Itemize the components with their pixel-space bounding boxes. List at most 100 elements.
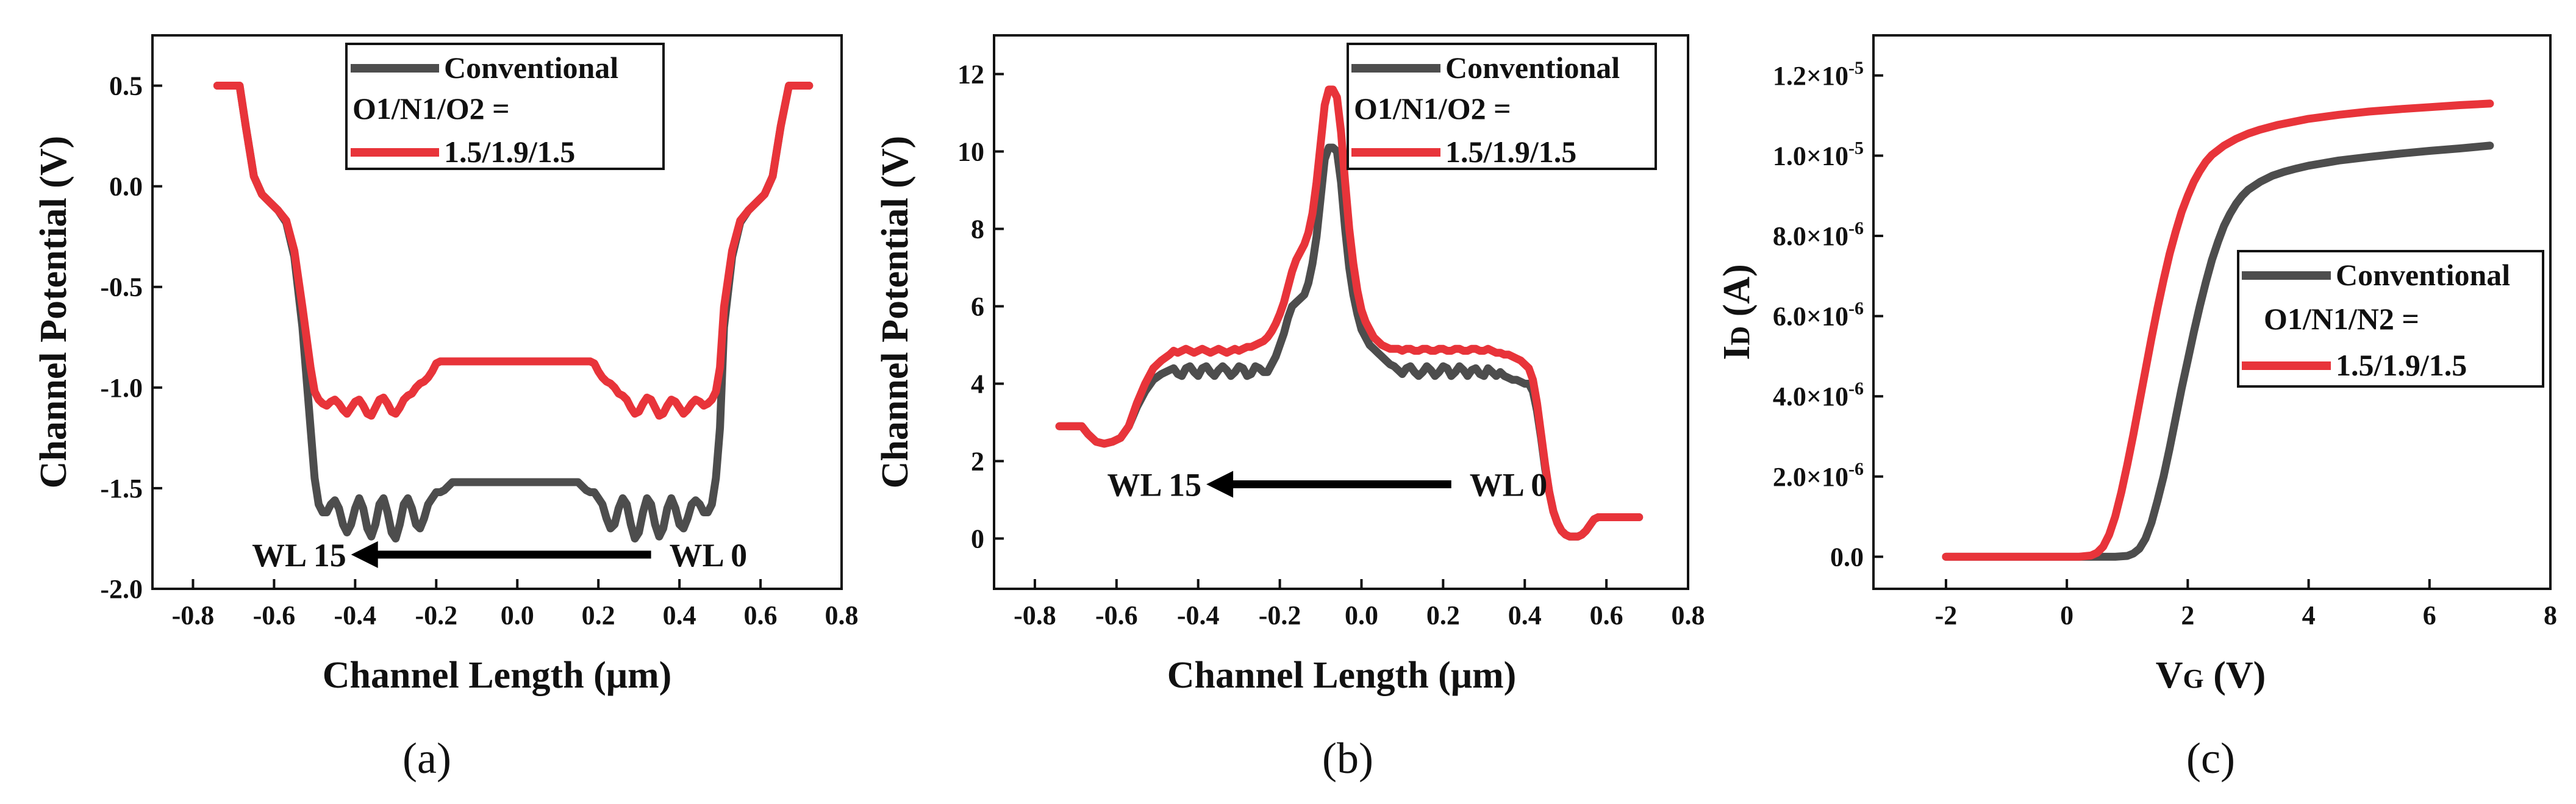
panel-a-legend-label-3: 1.5/1.9/1.5 <box>444 135 575 169</box>
panel-c-y-tick-label: 2.0×10-6 <box>1773 459 1864 492</box>
panel-b: -0.8 -0.6 -0.4 -0.2 0.0 0.2 0.4 0.6 0.8 0 2 4 6 8 10 1… <box>875 34 1705 783</box>
panel-b-y-tick-label: 4 <box>971 369 984 399</box>
panel-a-legend-label-1: Conventional <box>444 51 618 85</box>
panel-b-x-tick-label: -0.8 <box>1014 600 1056 630</box>
panel-c-y-tick-exponent: -6 <box>1848 379 1864 399</box>
panel-a-y-tick-label: 0.0 <box>109 172 143 202</box>
panel-b-legend: Conventional O1/N1/O2 = 1.5/1.9/1.5 <box>1347 43 1657 170</box>
panel-c-x-tick-label: 8 <box>2544 600 2557 630</box>
panel-a-y-tick-label: 0.5 <box>109 71 143 101</box>
panel-b-series <box>1055 85 1644 541</box>
panel-b-x-tick-label: 0.6 <box>1590 600 1623 630</box>
panel-b-x-tick-label: -0.6 <box>1095 600 1138 630</box>
panel-a-x-tick-label: 0.8 <box>825 600 859 630</box>
panel-b-x-tick-label: -0.4 <box>1177 600 1220 630</box>
panel-a-y-axis-title: Channel Potential (V) <box>33 136 74 489</box>
panel-c-x-tick-label: 4 <box>2302 600 2316 630</box>
panel-b-series-line-1 <box>1055 85 1644 541</box>
panel-a-y-tick-labels: -2.0 -1.5 -1.0 -0.5 0.0 0.5 <box>100 71 143 604</box>
panel-c-y-tick-exponent: -6 <box>1848 459 1864 479</box>
panel-c-x-title-sub: G <box>2183 664 2203 694</box>
panel-c-x-tick-label: 6 <box>2423 600 2436 630</box>
panel-c-y-tick-mantissa: 1.2×10 <box>1773 61 1848 91</box>
panel-c-legend-label-1: Conventional <box>2336 258 2510 292</box>
panel-a-y-tick-label: -2.0 <box>100 574 143 604</box>
panel-b-wl15-label: WL 15 <box>1107 467 1202 503</box>
panel-a-y-tick-label: -1.0 <box>100 373 143 403</box>
panel-c-y-tick-label: 4.0×10-6 <box>1773 379 1864 411</box>
panel-a-ticks <box>152 84 843 590</box>
panel-a-x-tick-label: -0.2 <box>415 600 457 630</box>
panel-a-x-tick-label: -0.8 <box>172 600 215 630</box>
panel-c-plot-frame <box>1872 34 2552 590</box>
panel-b-x-tick-label: 0.4 <box>1508 600 1542 630</box>
panel-b-plot-frame <box>993 34 1689 590</box>
panel-b-wl-arrowhead <box>1206 471 1234 498</box>
panel-a-x-tick-label: 0.6 <box>744 600 778 630</box>
panel-c-x-tick-label: 0 <box>2060 600 2073 630</box>
panel-b-annotation: WL 15 WL 0 <box>1107 467 1548 503</box>
panel-a-x-tick-label: 0.4 <box>663 600 696 630</box>
panel-c-y-title-sub: D <box>1725 326 1755 346</box>
panel-c: -2 0 2 4 6 8 0.02.0×10-64.0×10-66.0×10-68.0×1… <box>1716 34 2557 783</box>
panel-a-x-axis-title: Channel Length (μm) <box>323 655 672 696</box>
panel-b-legend-label-1: Conventional <box>1445 51 1620 85</box>
panel-c-x-title-main: V <box>2156 655 2183 696</box>
panel-c-y-tick-exponent: -5 <box>1848 138 1864 158</box>
panel-b-y-tick-label: 10 <box>957 137 984 166</box>
panel-b-x-tick-label: -0.2 <box>1259 600 1301 630</box>
panel-c-legend: Conventional O1/N1/N2 = 1.5/1.9/1.5 <box>2237 250 2544 388</box>
panel-b-y-tick-label: 8 <box>971 214 984 244</box>
panel-c-y-tick-exponent: -5 <box>1848 58 1864 78</box>
panel-a-annotation: WL 15 WL 0 <box>252 537 747 574</box>
panel-a-series <box>213 82 814 543</box>
panel-b-x-axis-title: Channel Length (μm) <box>1167 655 1517 696</box>
panel-c-x-title-units: (V) <box>2204 655 2266 696</box>
panel-b-legend-label-3: 1.5/1.9/1.5 <box>1445 135 1576 169</box>
panel-b-x-tick-label: 0.0 <box>1345 600 1378 630</box>
panel-a-x-tick-label: 0.0 <box>501 600 534 630</box>
panel-a-legend-box <box>345 43 665 170</box>
panel-c-legend-label-3: 1.5/1.9/1.5 <box>2336 348 2467 382</box>
panel-c-series <box>1942 99 2494 561</box>
panel-c-y-tick-label: 6.0×10-6 <box>1773 299 1864 332</box>
panel-a-wl0-label: WL 0 <box>670 537 748 574</box>
panel-a-legend-label-2: O1/N1/O2 = <box>352 91 510 126</box>
panel-b-x-tick-label: 0.2 <box>1426 600 1460 630</box>
panel-c-y-tick-mantissa: 2.0×10 <box>1773 462 1848 492</box>
panel-b-y-tick-labels: 0 2 4 6 8 10 12 <box>957 59 984 553</box>
panel-c-legend-label-2: O1/N1/N2 = <box>2264 302 2419 336</box>
panel-c-y-tick-label: 8.0×10-6 <box>1773 218 1864 251</box>
panel-a-y-tick-label: -1.5 <box>100 474 143 503</box>
panel-c-y-tick-mantissa: 6.0×10 <box>1773 302 1848 332</box>
panel-b-x-tick-label: 0.8 <box>1672 600 1705 630</box>
panel-a-legend: Conventional O1/N1/O2 = 1.5/1.9/1.5 <box>345 43 665 170</box>
panel-c-y-title-units: (A) <box>1716 264 1758 326</box>
panel-c-series-line-0 <box>1942 141 2494 561</box>
panel-c-y-tick-label: 1.2×10-5 <box>1773 58 1864 91</box>
panel-c-y-tick-exponent: -6 <box>1848 299 1864 319</box>
panel-b-wl0-label: WL 0 <box>1470 467 1548 503</box>
panel-c-y-tick-mantissa: 0.0 <box>1830 542 1864 572</box>
panel-b-y-tick-label: 12 <box>957 59 984 89</box>
panel-b-y-tick-label: 6 <box>971 291 984 321</box>
panel-b-y-tick-label: 0 <box>971 524 984 553</box>
panel-a: -0.8 -0.6 -0.4 -0.2 0.0 0.2 0.4 0.6 0.8 -2.0 -1.5… <box>33 34 859 783</box>
panel-b-y-axis-title: Channel Potential (V) <box>875 136 916 489</box>
panel-b-y-tick-label: 2 <box>971 446 984 476</box>
panel-a-plot-frame <box>151 34 843 590</box>
panel-a-series-line-0 <box>213 82 814 543</box>
panel-b-ticks <box>994 73 1689 589</box>
panel-b-label: (b) <box>1322 734 1373 783</box>
panel-a-wl-arrowhead <box>351 541 378 568</box>
panel-b-x-tick-labels: -0.8 -0.6 -0.4 -0.2 0.0 0.2 0.4 0.6 0.8 <box>1014 600 1705 630</box>
panel-a-label: (a) <box>402 734 451 783</box>
panel-c-y-tick-mantissa: 1.0×10 <box>1773 141 1848 171</box>
panel-c-x-tick-label: 2 <box>2181 600 2194 630</box>
panel-a-x-tick-labels: -0.8 -0.6 -0.4 -0.2 0.0 0.2 0.4 0.6 0.8 <box>172 600 859 630</box>
panel-a-x-tick-label: -0.4 <box>334 600 377 630</box>
panel-a-x-tick-label: -0.6 <box>253 600 296 630</box>
panel-c-x-tick-labels: -2 0 2 4 6 8 <box>1935 600 2557 630</box>
panel-a-x-tick-label: 0.2 <box>582 600 615 630</box>
